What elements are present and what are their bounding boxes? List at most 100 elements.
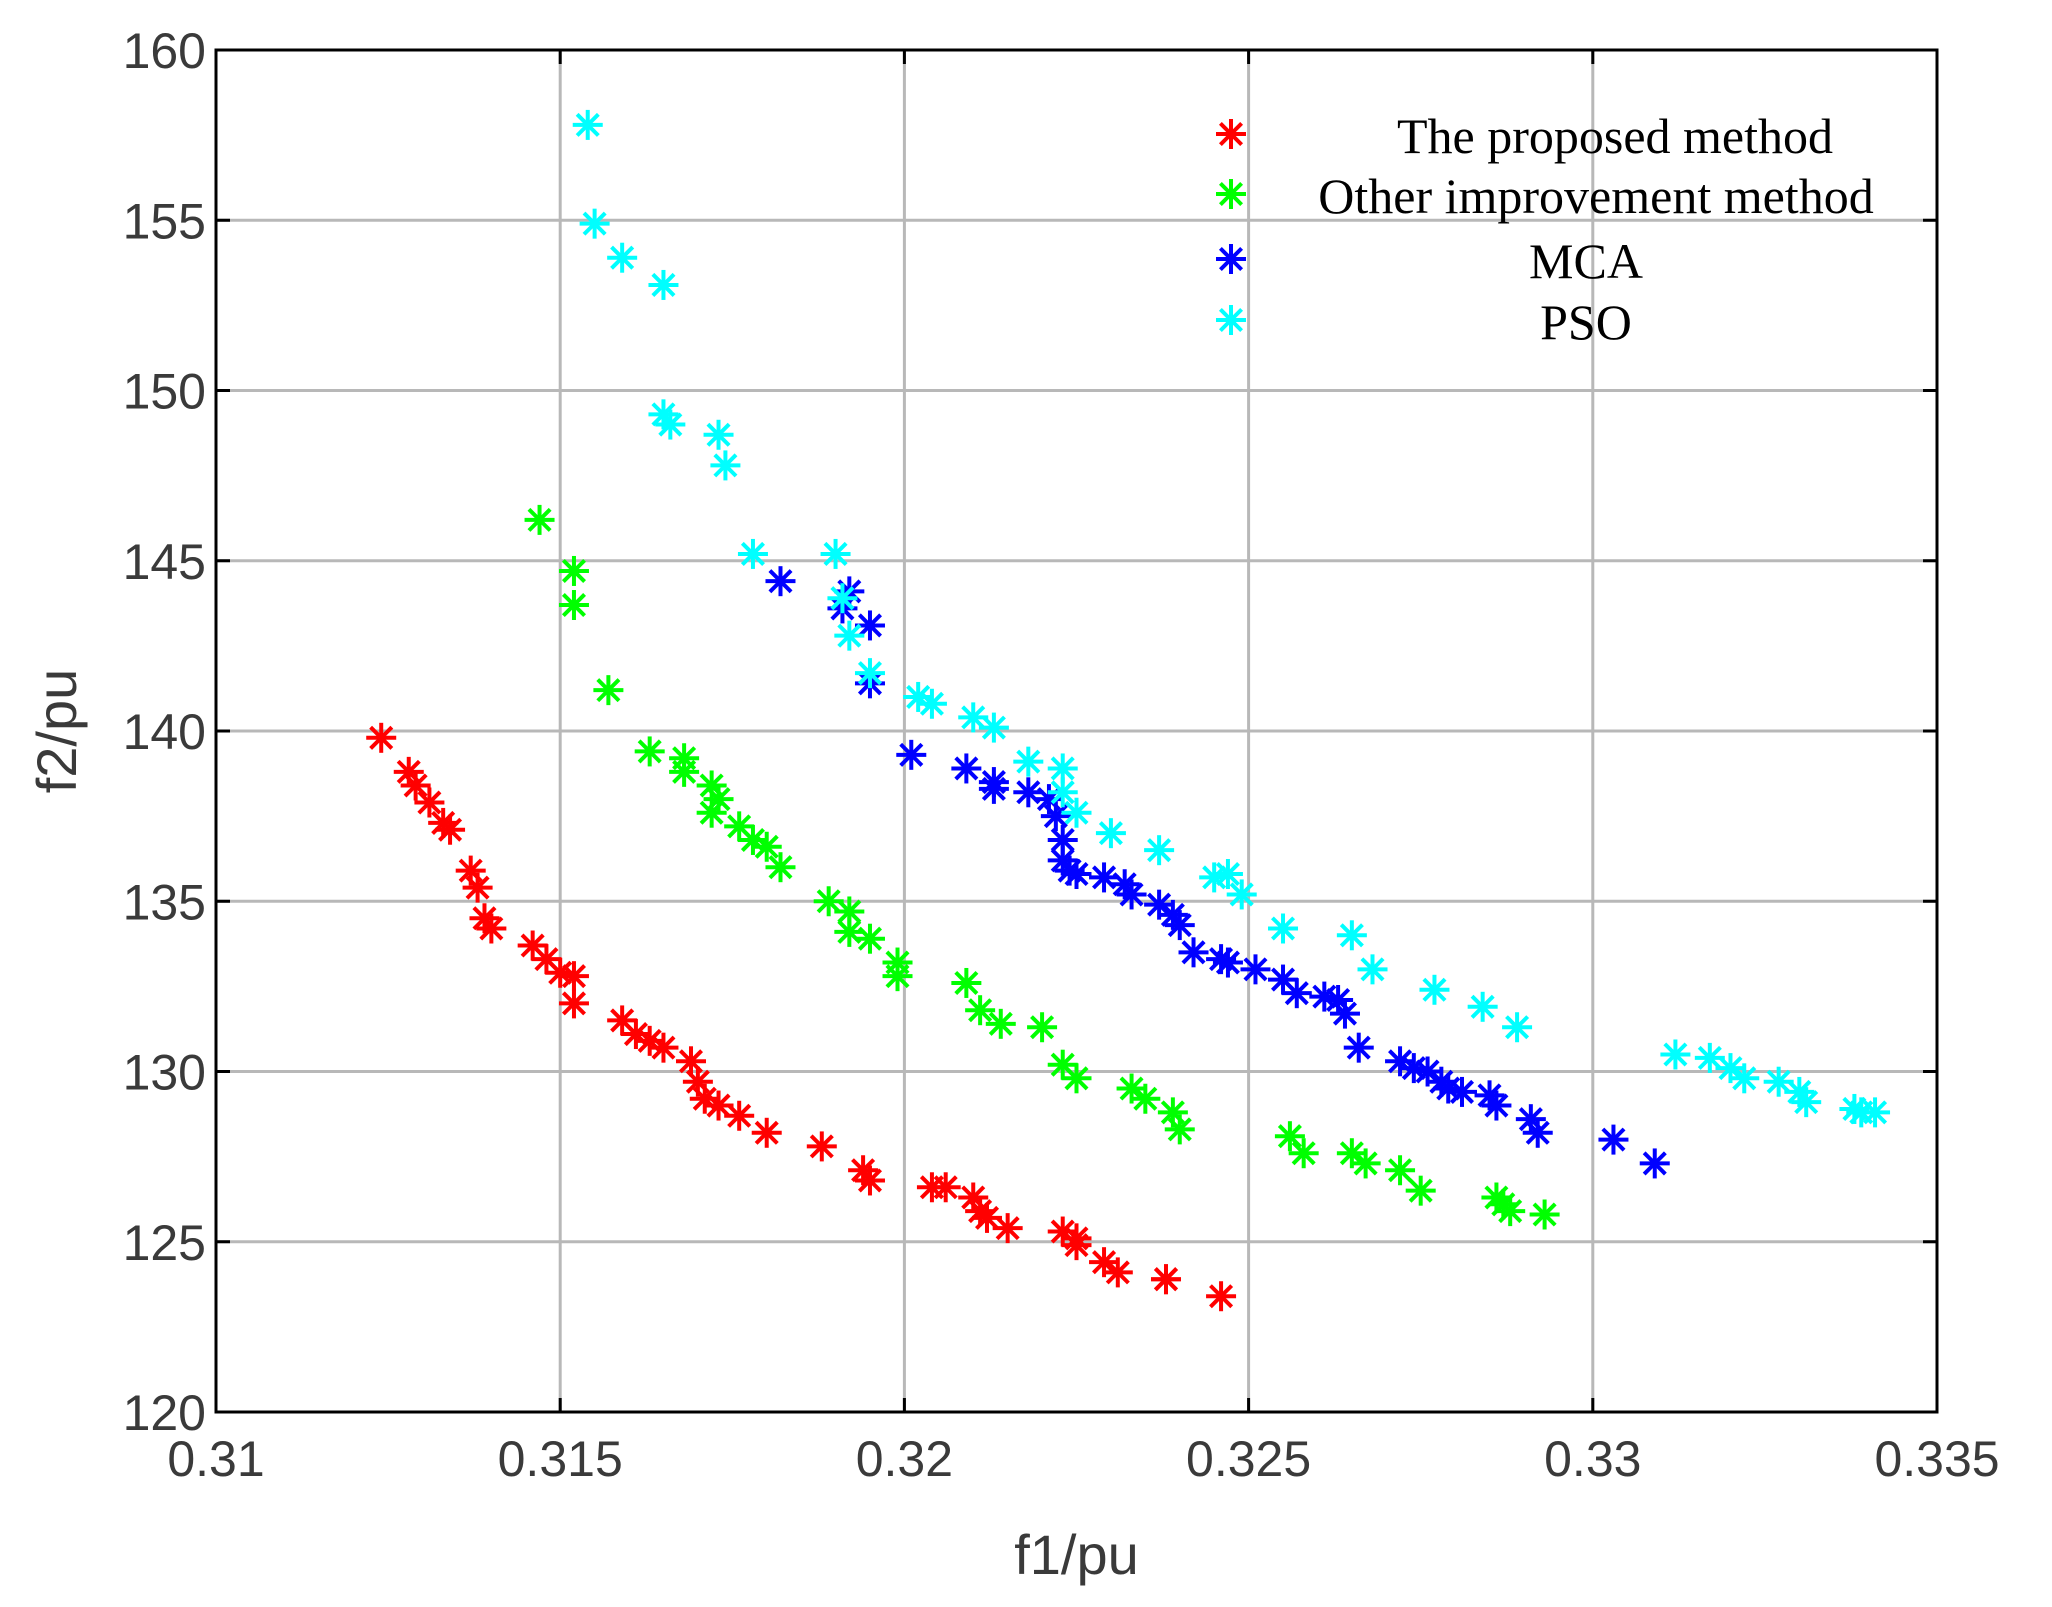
data-point bbox=[985, 1008, 1016, 1039]
x-tick-label: 0.335 bbox=[1874, 1431, 1999, 1487]
legend-marker bbox=[1216, 119, 1246, 149]
data-point bbox=[710, 450, 741, 481]
data-point bbox=[978, 773, 1009, 804]
data-point bbox=[1089, 862, 1120, 893]
data-point bbox=[751, 1117, 782, 1148]
y-tick-label: 140 bbox=[123, 704, 206, 760]
data-point bbox=[1467, 991, 1498, 1022]
data-point bbox=[1206, 1281, 1237, 1312]
data-point bbox=[1116, 879, 1147, 910]
data-point bbox=[1860, 1097, 1891, 1128]
data-point bbox=[834, 620, 865, 651]
legend-label: MCA bbox=[1529, 233, 1643, 289]
data-point bbox=[1447, 1076, 1478, 1107]
data-point bbox=[579, 208, 610, 239]
data-point bbox=[696, 797, 727, 828]
data-point bbox=[854, 1165, 885, 1196]
data-point bbox=[1729, 1063, 1760, 1094]
data-point bbox=[965, 995, 996, 1026]
x-tick-label: 0.32 bbox=[856, 1431, 953, 1487]
legend-item: Other improvement method bbox=[1216, 168, 1874, 224]
data-point bbox=[1598, 1124, 1629, 1155]
data-point bbox=[1529, 1199, 1560, 1230]
data-point bbox=[414, 787, 445, 818]
x-axis-title: f1/pu bbox=[1014, 1523, 1139, 1586]
data-point bbox=[978, 712, 1009, 743]
legend-label: PSO bbox=[1540, 294, 1632, 350]
data-point bbox=[896, 739, 927, 770]
data-point bbox=[1385, 1155, 1416, 1186]
legend-item: PSO bbox=[1216, 294, 1632, 350]
legend-item: MCA bbox=[1216, 233, 1643, 289]
legend-marker bbox=[1216, 244, 1246, 274]
data-point bbox=[1047, 777, 1078, 808]
y-tick-label: 130 bbox=[123, 1045, 206, 1101]
data-point bbox=[648, 1032, 679, 1063]
data-point bbox=[1013, 746, 1044, 777]
data-point bbox=[524, 504, 555, 535]
data-point bbox=[737, 538, 768, 569]
data-point bbox=[1130, 1083, 1161, 1114]
data-point bbox=[1164, 910, 1195, 941]
y-tick-label: 150 bbox=[123, 364, 206, 420]
data-point bbox=[558, 988, 589, 1019]
data-point bbox=[951, 967, 982, 998]
data-point bbox=[1212, 859, 1243, 890]
data-point bbox=[1350, 1148, 1381, 1179]
data-point bbox=[1481, 1090, 1512, 1121]
data-point bbox=[806, 1131, 837, 1162]
data-point bbox=[1040, 801, 1071, 832]
x-tick-label: 0.325 bbox=[1186, 1431, 1311, 1487]
data-point bbox=[1502, 1012, 1533, 1043]
y-tick-label: 160 bbox=[123, 23, 206, 79]
data-point bbox=[765, 566, 796, 597]
data-point bbox=[972, 1202, 1003, 1233]
data-point bbox=[724, 1100, 755, 1131]
data-point bbox=[1144, 835, 1175, 866]
data-point bbox=[1336, 1138, 1367, 1169]
data-point bbox=[634, 736, 665, 767]
data-point bbox=[1357, 954, 1388, 985]
legend-item: The proposed method bbox=[1216, 108, 1833, 164]
series-mca bbox=[765, 566, 1670, 1179]
data-point bbox=[531, 944, 562, 975]
data-point bbox=[765, 852, 796, 883]
data-point bbox=[1791, 1087, 1822, 1118]
data-series bbox=[366, 109, 1891, 1312]
data-point bbox=[930, 1172, 961, 1203]
data-point bbox=[820, 538, 851, 569]
data-point bbox=[400, 770, 431, 801]
data-point bbox=[435, 814, 466, 845]
data-point bbox=[1274, 1121, 1305, 1152]
data-point bbox=[1281, 978, 1312, 1009]
data-point bbox=[703, 1090, 734, 1121]
data-point bbox=[1343, 1032, 1374, 1063]
data-point bbox=[648, 269, 679, 300]
legend-label: Other improvement method bbox=[1318, 168, 1873, 224]
legend-label: The proposed method bbox=[1397, 108, 1833, 164]
data-point bbox=[751, 831, 782, 862]
x-tick-label: 0.31 bbox=[167, 1431, 264, 1487]
data-point bbox=[476, 913, 507, 944]
data-point bbox=[675, 1046, 706, 1077]
data-point bbox=[1061, 797, 1092, 828]
data-point bbox=[607, 242, 638, 273]
x-tick-label: 0.33 bbox=[1544, 1431, 1641, 1487]
legend-marker bbox=[1216, 179, 1246, 209]
data-point bbox=[703, 419, 734, 450]
data-point bbox=[1150, 1264, 1181, 1295]
data-point bbox=[558, 555, 589, 586]
data-point bbox=[1240, 954, 1271, 985]
data-point bbox=[1164, 1114, 1195, 1145]
data-point bbox=[1329, 998, 1360, 1029]
y-tick-labels: 120 125 130 135 140 145 150 155 160 bbox=[123, 23, 206, 1441]
y-tick-label: 135 bbox=[123, 874, 206, 930]
data-point bbox=[951, 753, 982, 784]
data-point bbox=[992, 1213, 1023, 1244]
data-point bbox=[882, 961, 913, 992]
data-point bbox=[366, 722, 397, 753]
data-point bbox=[558, 961, 589, 992]
data-point bbox=[1419, 974, 1450, 1005]
